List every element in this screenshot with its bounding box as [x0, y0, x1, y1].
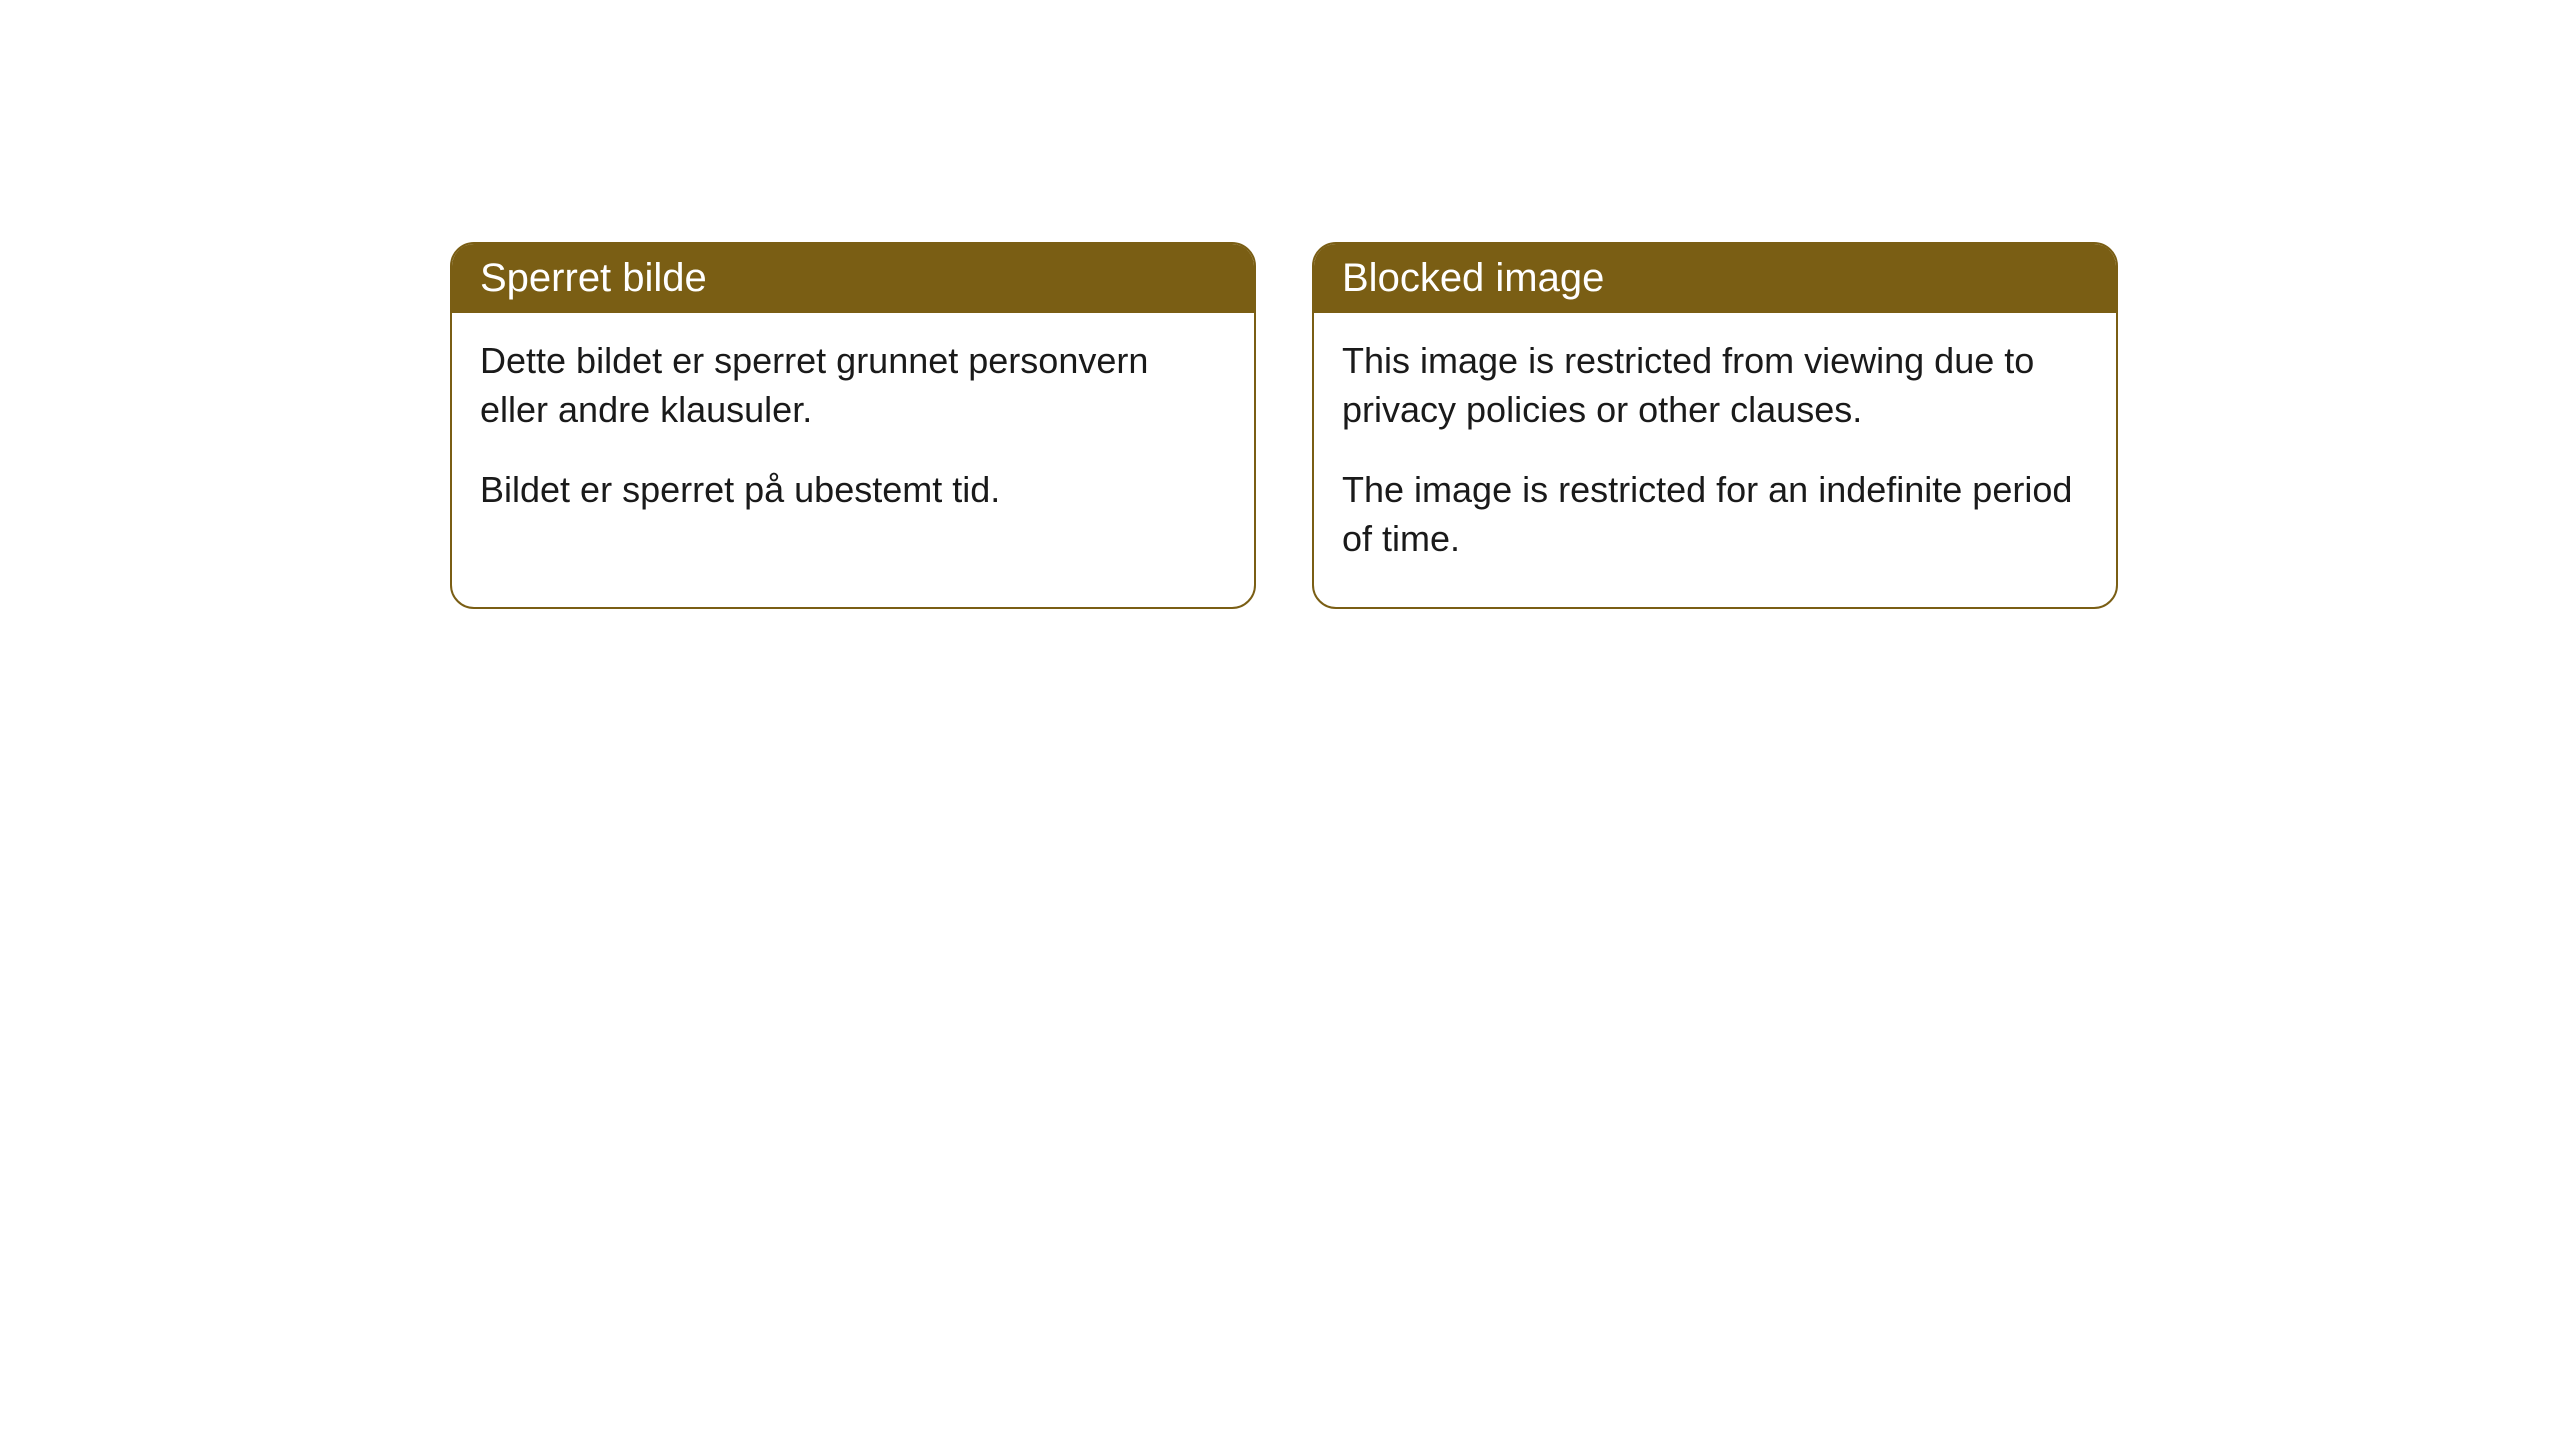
card-paragraph-2-english: The image is restricted for an indefinit… [1342, 466, 2088, 563]
cards-container: Sperret bilde Dette bildet er sperret gr… [450, 242, 2118, 609]
blocked-image-card-norwegian: Sperret bilde Dette bildet er sperret gr… [450, 242, 1256, 609]
card-title-english: Blocked image [1342, 256, 1604, 300]
card-title-norwegian: Sperret bilde [480, 256, 707, 300]
card-paragraph-1-english: This image is restricted from viewing du… [1342, 337, 2088, 434]
blocked-image-card-english: Blocked image This image is restricted f… [1312, 242, 2118, 609]
card-paragraph-2-norwegian: Bildet er sperret på ubestemt tid. [480, 466, 1226, 515]
card-paragraph-1-norwegian: Dette bildet er sperret grunnet personve… [480, 337, 1226, 434]
card-body-english: This image is restricted from viewing du… [1314, 313, 2116, 607]
card-header-english: Blocked image [1314, 244, 2116, 313]
card-header-norwegian: Sperret bilde [452, 244, 1254, 313]
card-body-norwegian: Dette bildet er sperret grunnet personve… [452, 313, 1254, 559]
